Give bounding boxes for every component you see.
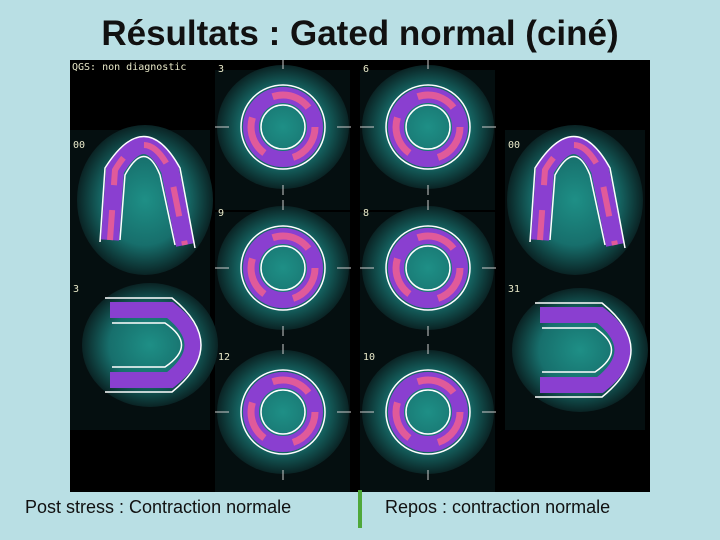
contour [240, 225, 326, 311]
uptake-blob [217, 350, 349, 474]
image-label: 3 [73, 284, 79, 295]
slide-title: Résultats : Gated normal (ciné) [101, 14, 619, 53]
uptake-blob [217, 65, 349, 189]
contour [240, 369, 326, 455]
uptake-blob [217, 206, 349, 330]
myocardium-hot [107, 142, 188, 246]
contour [549, 155, 606, 246]
contour [405, 245, 451, 291]
contour [542, 327, 613, 373]
image-label: 12 [218, 352, 230, 363]
myocardium-hot [247, 376, 319, 448]
image-label: 00 [508, 140, 520, 151]
contour [240, 84, 326, 170]
image-label: 00 [73, 140, 85, 151]
image-label: 9 [218, 208, 224, 219]
contour [260, 104, 306, 150]
uptake-blob [362, 206, 494, 330]
myocardium-hot [392, 232, 464, 304]
scan-image: QGS: non diagnostic 3 6 00 00 9 8 3 31 12 10 [70, 60, 650, 492]
contour [385, 225, 471, 311]
myocardium-hot [247, 232, 319, 304]
image-label: 31 [508, 284, 520, 295]
image-label: 10 [363, 352, 375, 363]
myocardium-hot [247, 91, 319, 163]
image-label: 3 [218, 64, 224, 75]
myocardium-hot [537, 142, 618, 246]
contour [260, 245, 306, 291]
caption-left: Post stress : Contraction normale [25, 497, 292, 517]
myocardium-hot [392, 91, 464, 163]
contour [119, 155, 176, 246]
image-label: 6 [363, 64, 369, 75]
contour [405, 104, 451, 150]
contour [405, 389, 451, 435]
contour [385, 369, 471, 455]
contour [535, 302, 632, 398]
caption-right: Repos : contraction normale [385, 497, 611, 517]
myocardium [110, 302, 201, 388]
contour [99, 135, 196, 249]
contour [385, 84, 471, 170]
divider [358, 490, 362, 528]
myocardium [540, 307, 631, 393]
contour [260, 389, 306, 435]
myocardium-hot [392, 376, 464, 448]
uptake-blob [362, 65, 494, 189]
uptake-blob [362, 350, 494, 474]
contour [112, 322, 183, 368]
image-label: QGS: non diagnostic [72, 62, 186, 73]
image-label: 8 [363, 208, 369, 219]
contour [105, 297, 202, 393]
contour [529, 135, 626, 249]
